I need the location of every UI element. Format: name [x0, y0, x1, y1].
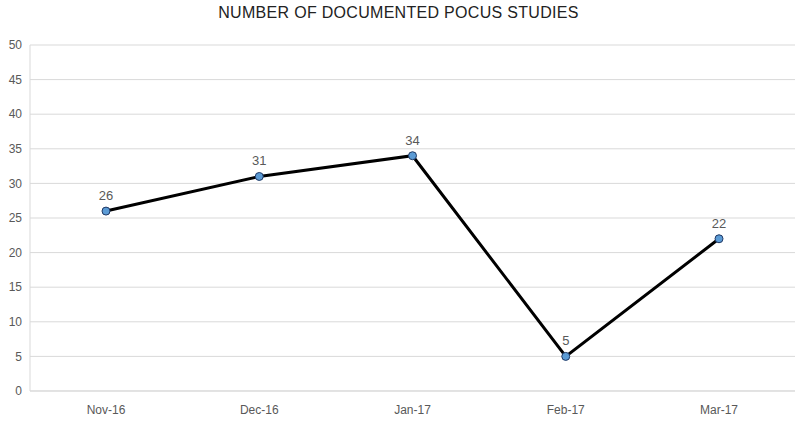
svg-text:30: 30 [9, 177, 23, 191]
svg-text:5: 5 [562, 333, 569, 348]
svg-text:Dec-16: Dec-16 [240, 403, 279, 417]
html-text:NUMBER OF DOCUMENTED POCUS STU: NUMBER OF DOCUMENTED POCUS STUDIES [218, 4, 579, 21]
svg-text:26: 26 [99, 188, 113, 203]
svg-text:25: 25 [9, 211, 23, 225]
svg-text:5: 5 [15, 350, 22, 364]
svg-text:Jan-17: Jan-17 [394, 403, 431, 417]
svg-text:40: 40 [9, 107, 23, 121]
svg-text:20: 20 [9, 246, 23, 260]
svg-text:10: 10 [9, 315, 23, 329]
svg-text:22: 22 [712, 216, 726, 231]
svg-text:45: 45 [9, 73, 23, 87]
svg-text:Nov-16: Nov-16 [87, 403, 126, 417]
svg-text:34: 34 [405, 133, 419, 148]
svg-text:50: 50 [9, 38, 23, 52]
svg-text:35: 35 [9, 142, 23, 156]
svg-text:Feb-17: Feb-17 [547, 403, 585, 417]
svg-text:15: 15 [9, 280, 23, 294]
svg-text:31: 31 [252, 153, 266, 168]
svg-text:0: 0 [15, 384, 22, 398]
svg-text:Mar-17: Mar-17 [700, 403, 738, 417]
